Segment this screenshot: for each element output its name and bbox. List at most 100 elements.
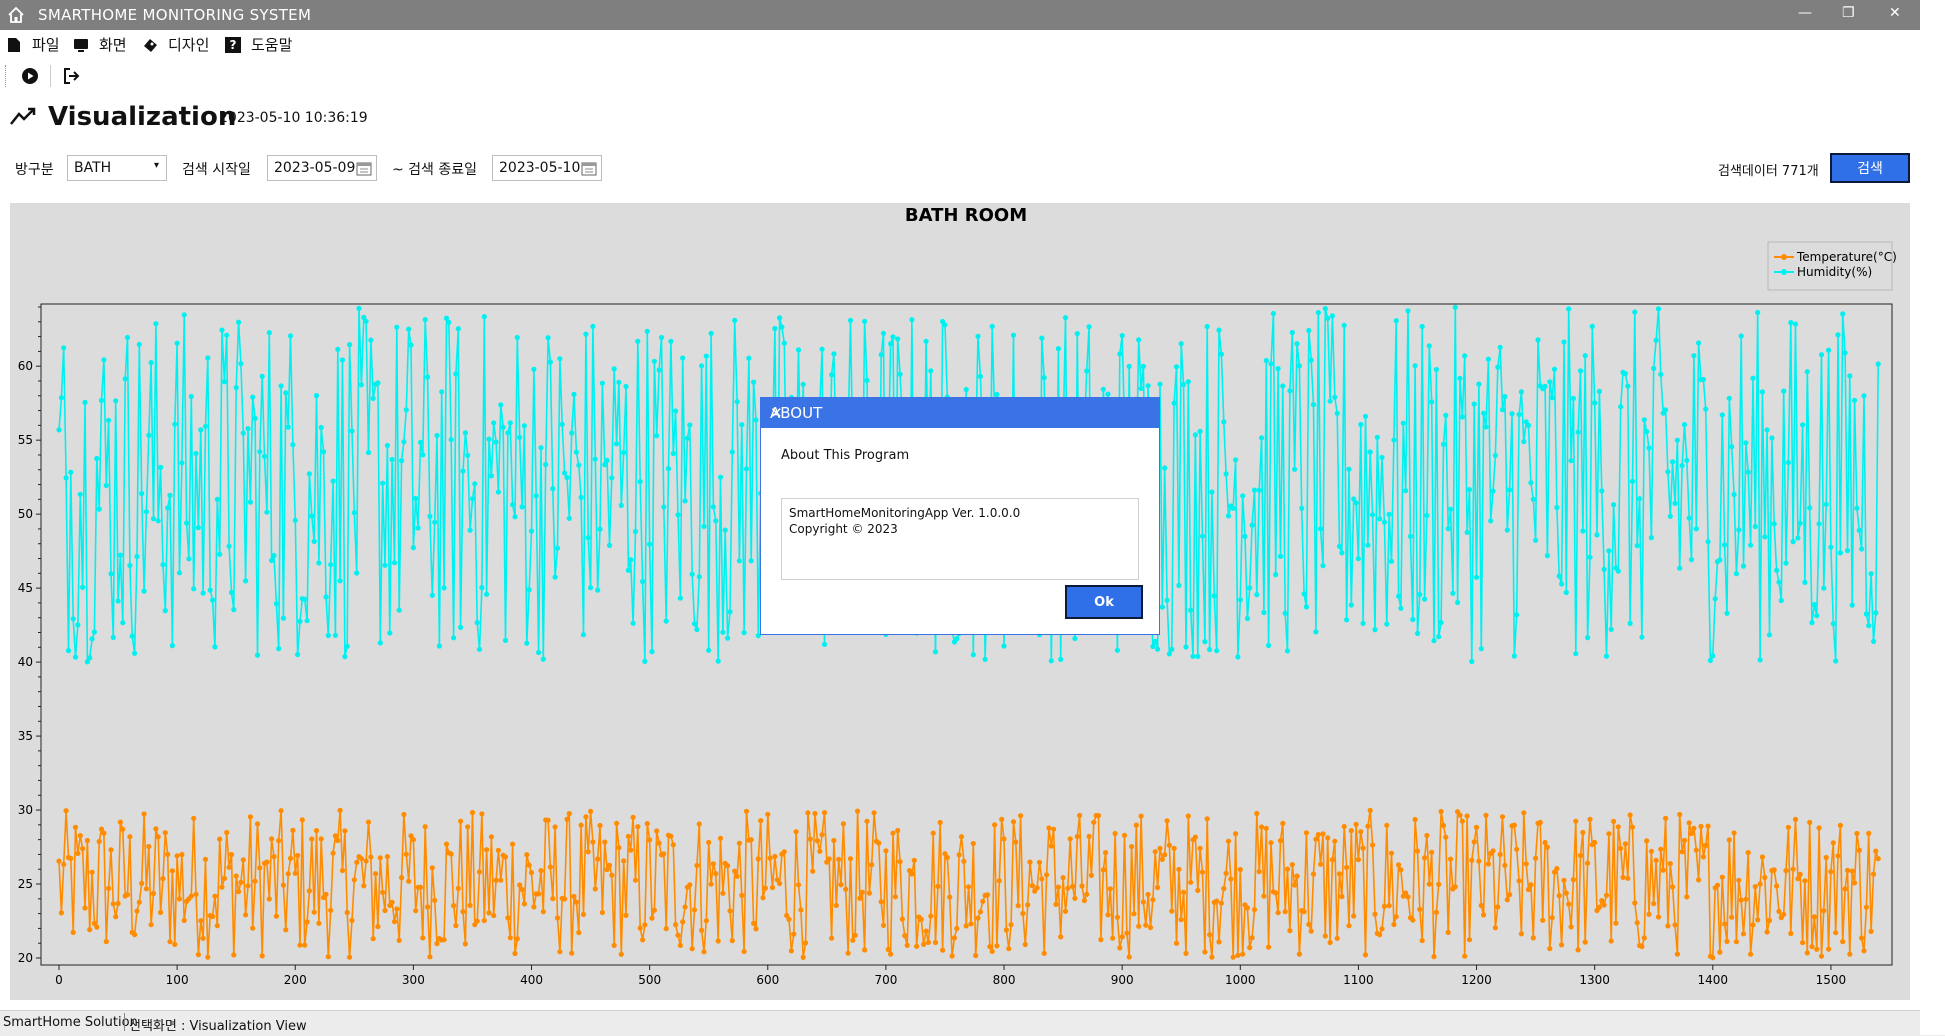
humidity-series-point <box>1606 548 1612 554</box>
temperature-series-point <box>1663 815 1669 821</box>
humidity-series-point <box>1719 412 1725 418</box>
humidity-series-point <box>611 366 617 372</box>
temperature-series-point <box>1216 939 1222 945</box>
humidity-series-point <box>1332 394 1338 400</box>
humidity-series-point <box>103 482 109 489</box>
temperature-series-point <box>1412 816 1418 823</box>
humidity-series-point <box>640 578 646 585</box>
humidity-series-point <box>205 355 211 361</box>
close-icon[interactable]: ✕ <box>770 404 783 422</box>
humidity-series-point <box>1653 337 1659 343</box>
temperature-series-point <box>1433 909 1439 916</box>
ok-button[interactable]: Ok <box>1065 585 1143 619</box>
temperature-series-point <box>573 899 580 905</box>
status-bar: SmartHome Solution 선택화면 : Visualization … <box>0 1010 1945 1036</box>
exit-icon[interactable] <box>63 67 81 85</box>
y-tick-label: 35 <box>18 729 33 743</box>
close-button[interactable]: ✕ <box>1889 5 1901 21</box>
temperature-series-point <box>602 839 608 845</box>
humidity-series-point <box>448 437 454 443</box>
temperature-series-point <box>1008 922 1014 928</box>
temperature-series-point <box>1247 945 1253 951</box>
temperature-series-point <box>1159 856 1165 863</box>
humidity-series-point <box>318 424 324 431</box>
humidity-series-point <box>1322 306 1328 312</box>
minimize-button[interactable]: — <box>1798 5 1812 21</box>
temperature-series-point <box>1563 890 1569 896</box>
menu-design-label: 디자인 <box>168 36 210 54</box>
menu-view[interactable]: 화면 <box>73 34 127 55</box>
temperature-series-point <box>136 899 142 905</box>
temperature-series-point <box>1417 906 1423 912</box>
humidity-series-point <box>1693 526 1699 532</box>
temperature-series-point <box>1124 930 1130 936</box>
restore-button[interactable]: ❐ <box>1842 5 1855 21</box>
humidity-series-point <box>377 640 383 646</box>
temperature-series-point <box>87 927 93 933</box>
temperature-series-point <box>1119 934 1125 940</box>
calendar-icon[interactable] <box>356 161 372 176</box>
temperature-series-point <box>150 890 157 897</box>
temperature-series-point <box>240 857 246 863</box>
temperature-series-point <box>167 939 173 945</box>
humidity-series-point <box>1674 437 1680 443</box>
temperature-series-point <box>1263 825 1269 831</box>
temperature-series-point <box>1424 832 1430 839</box>
humidity-series-point <box>1559 581 1565 587</box>
humidity-series-point <box>389 456 395 463</box>
temperature-series-point <box>1377 932 1383 938</box>
page-title: Visualization <box>48 102 237 132</box>
y-tick-label: 25 <box>18 877 33 891</box>
temperature-series-point <box>1696 877 1702 883</box>
humidity-series-point <box>287 333 294 339</box>
humidity-series-point <box>316 560 322 566</box>
temperature-series-point <box>1677 811 1683 818</box>
humidity-series-point <box>1577 368 1584 374</box>
temperature-series-point <box>1027 859 1033 865</box>
humidity-series-point <box>1731 491 1737 498</box>
humidity-series-point <box>1712 596 1718 602</box>
end-date-picker[interactable]: 2023-05-10 <box>492 155 602 181</box>
humidity-series-point <box>1355 556 1361 562</box>
temperature-series-point <box>869 862 875 868</box>
humidity-series-point <box>384 442 390 449</box>
temperature-series-point <box>892 894 899 900</box>
temperature-series-point <box>569 950 575 956</box>
humidity-series-point <box>167 492 173 498</box>
start-date-picker[interactable]: 2023-05-09 <box>267 155 377 181</box>
menu-help[interactable]: ? 도움말 <box>225 34 292 55</box>
temperature-series-point <box>871 810 877 816</box>
temperature-series <box>56 807 1881 961</box>
humidity-series-point <box>1386 511 1392 517</box>
humidity-series-point <box>1296 363 1302 369</box>
temperature-series-point <box>1261 893 1267 899</box>
toolbar-separator <box>50 65 51 87</box>
humidity-series-point <box>614 441 620 447</box>
title-bar: SMARTHOME MONITORING SYSTEM — ❐ ✕ <box>0 0 1945 30</box>
play-circle-icon[interactable] <box>21 67 39 85</box>
temperature-series-point <box>604 866 610 873</box>
humidity-series-point <box>1743 440 1749 446</box>
humidity-series-point <box>1873 610 1879 616</box>
menu-design[interactable]: 디자인 <box>142 34 209 55</box>
temperature-series-point <box>143 886 149 892</box>
temperature-series-point <box>817 848 823 854</box>
temperature-series-point <box>174 853 180 859</box>
search-button[interactable]: 검색 <box>1830 153 1910 183</box>
temperature-series-point <box>930 830 936 836</box>
temperature-series-point <box>1492 925 1498 931</box>
temperature-series-point <box>165 851 171 858</box>
humidity-series-point <box>663 618 669 624</box>
humidity-series-point <box>514 334 520 341</box>
calendar-icon[interactable] <box>581 161 597 176</box>
temperature-series-line <box>58 809 1879 960</box>
y-tick-label: 30 <box>18 803 33 817</box>
humidity-series-point <box>727 609 733 615</box>
humidity-series-point <box>654 433 660 439</box>
temperature-series-point <box>1296 951 1302 957</box>
temperature-series-point <box>1422 855 1428 861</box>
menu-file[interactable]: 파일 <box>6 34 60 55</box>
temperature-series-point <box>1615 824 1621 830</box>
room-select[interactable]: BATH ▾ <box>67 155 167 181</box>
temperature-series-point <box>1362 952 1369 958</box>
